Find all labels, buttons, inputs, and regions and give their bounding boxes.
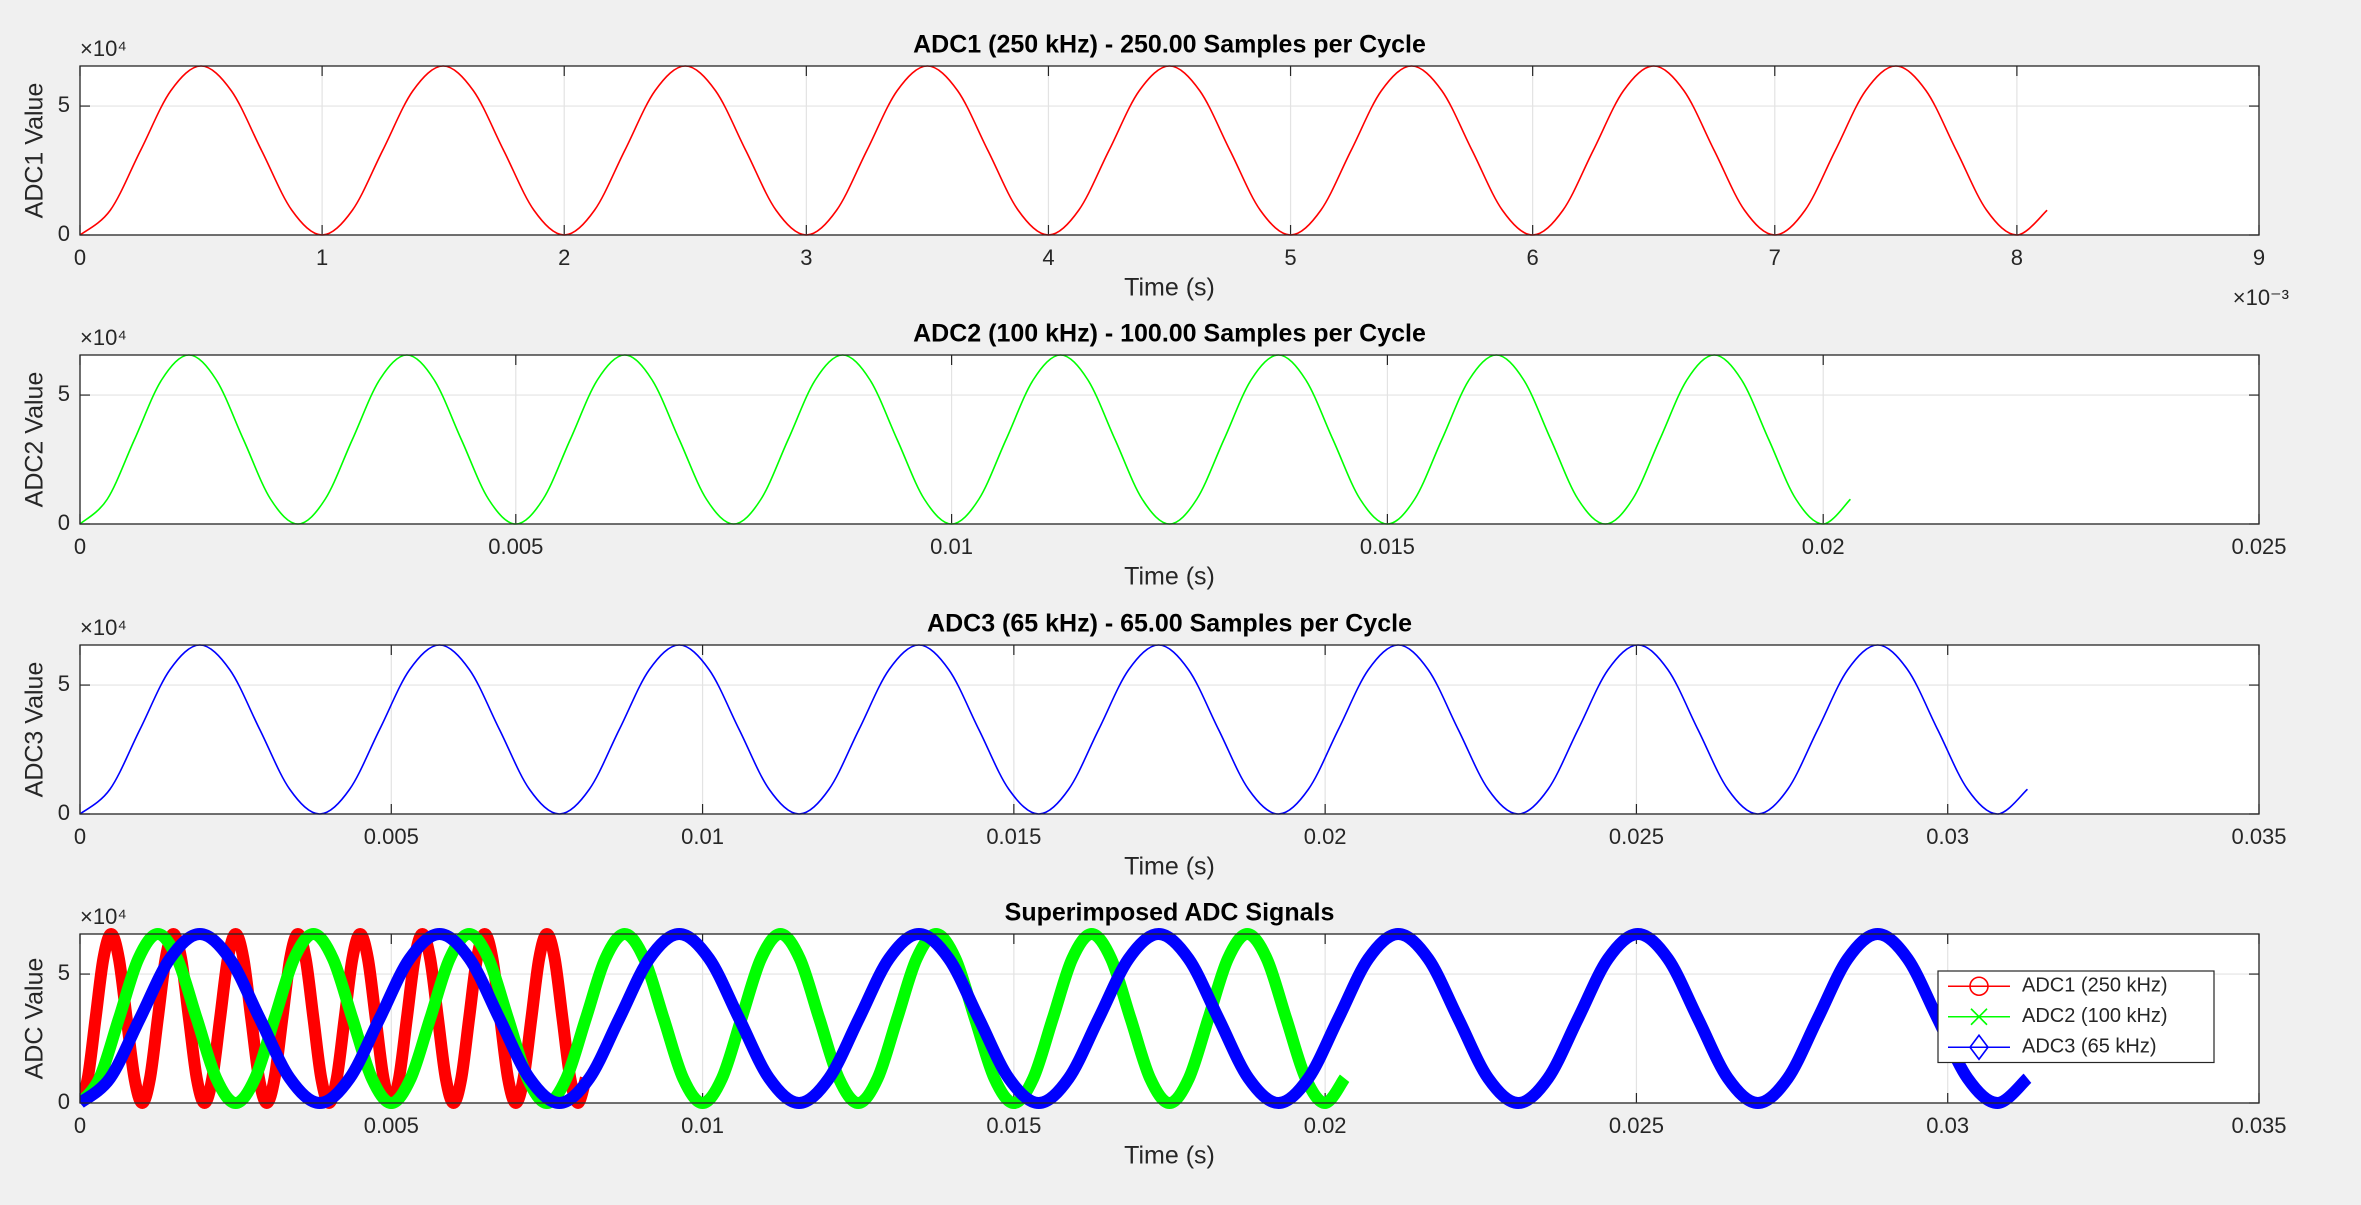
data-line [80,644,2029,815]
x-tick-label: 0 [74,824,86,849]
x-multiplier: ×10⁻³ [2233,285,2289,310]
x-axis-label: Time (s) [1124,853,1215,881]
y-tick-label: 0 [58,800,70,825]
y-axis-label: ADC2 Value [21,372,49,508]
x-tick-label: 0 [74,245,86,270]
x-tick-label: 0.025 [2231,534,2286,559]
legend-label: ADC1 (250 kHz) [2022,975,2168,997]
legend-marker [1969,976,1989,997]
x-tick-label: 0.035 [2231,1113,2286,1138]
x-tick-label: 4 [1042,245,1054,270]
legend-marker [1969,1033,1989,1061]
legend-marker [1970,1008,1988,1026]
y-tick-label: 0 [58,510,70,535]
plot-area [80,644,2029,815]
legend-label: ADC3 (65 kHz) [2022,1036,2156,1058]
x-tick-label: 0.02 [1304,824,1347,849]
x-axis-label: Time (s) [1124,563,1215,591]
data-line [80,354,1852,525]
x-tick-label: 0.015 [986,1113,1041,1138]
x-tick-label: 6 [1527,245,1539,270]
data-line [80,65,2048,236]
plot-area [80,65,2048,236]
x-axis-label: Time (s) [1124,1142,1215,1170]
x-tick-label: 9 [2253,245,2265,270]
x-tick-label: 7 [1769,245,1781,270]
x-tick-label: 0.025 [1609,824,1664,849]
axes-frame [79,354,2260,525]
y-multiplier: ×10⁴ [80,904,127,929]
x-tick-label: 5 [1284,245,1296,270]
y-tick-label: 0 [58,1089,70,1114]
plot-area [80,928,2032,1109]
axes-background [80,355,2259,524]
x-tick-label: 0.035 [2231,824,2286,849]
x-tick-label: 0.01 [930,534,973,559]
chart-title: Superimposed ADC Signals [1005,899,1335,927]
chart-title: ADC3 (65 kHz) - 65.00 Samples per Cycle [927,610,1412,638]
chart-title: ADC2 (100 kHz) - 100.00 Samples per Cycl… [913,320,1426,348]
x-tick-label: 0.005 [364,824,419,849]
x-tick-label: 3 [800,245,812,270]
axes-background [80,66,2259,235]
legend-label: ADC2 (100 kHz) [2022,1005,2168,1027]
x-tick-label: 1 [316,245,328,270]
x-tick-label: 0.005 [364,1113,419,1138]
x-tick-label: 2 [558,245,570,270]
axes-frame [79,65,2260,236]
x-tick-label: 0 [74,534,86,559]
y-axis-label: ADC Value [21,958,49,1080]
x-tick-label: 0.02 [1304,1113,1347,1138]
x-tick-label: 0.03 [1926,1113,1969,1138]
y-axis-label: ADC3 Value [21,662,49,798]
y-multiplier: ×10⁴ [80,325,127,350]
axes-frame [79,644,2260,815]
x-tick-label: 0.015 [986,824,1041,849]
y-multiplier: ×10⁴ [80,615,127,640]
y-multiplier: ×10⁴ [80,36,127,61]
y-tick-label: 5 [58,92,70,117]
x-tick-label: 8 [2011,245,2023,270]
y-tick-label: 5 [58,381,70,406]
data-line [80,928,1350,1109]
y-tick-label: 5 [58,960,70,985]
x-tick-label: 0.01 [681,1113,724,1138]
axes-background [80,645,2259,814]
y-axis-label: ADC1 Value [21,83,49,219]
x-tick-label: 0.015 [1360,534,1415,559]
y-tick-label: 5 [58,671,70,696]
x-tick-label: 0.025 [1609,1113,1664,1138]
x-axis-label: Time (s) [1124,274,1215,302]
x-tick-label: 0.005 [488,534,543,559]
x-tick-label: 0.01 [681,824,724,849]
chart-title: ADC1 (250 kHz) - 250.00 Samples per Cycl… [913,31,1426,59]
x-tick-label: 0.02 [1802,534,1845,559]
data-line [80,928,2032,1109]
axes-frame [79,933,2260,1104]
y-tick-label: 0 [58,221,70,246]
plot-area [80,354,1852,525]
x-tick-label: 0 [74,1113,86,1138]
x-tick-label: 0.03 [1926,824,1969,849]
